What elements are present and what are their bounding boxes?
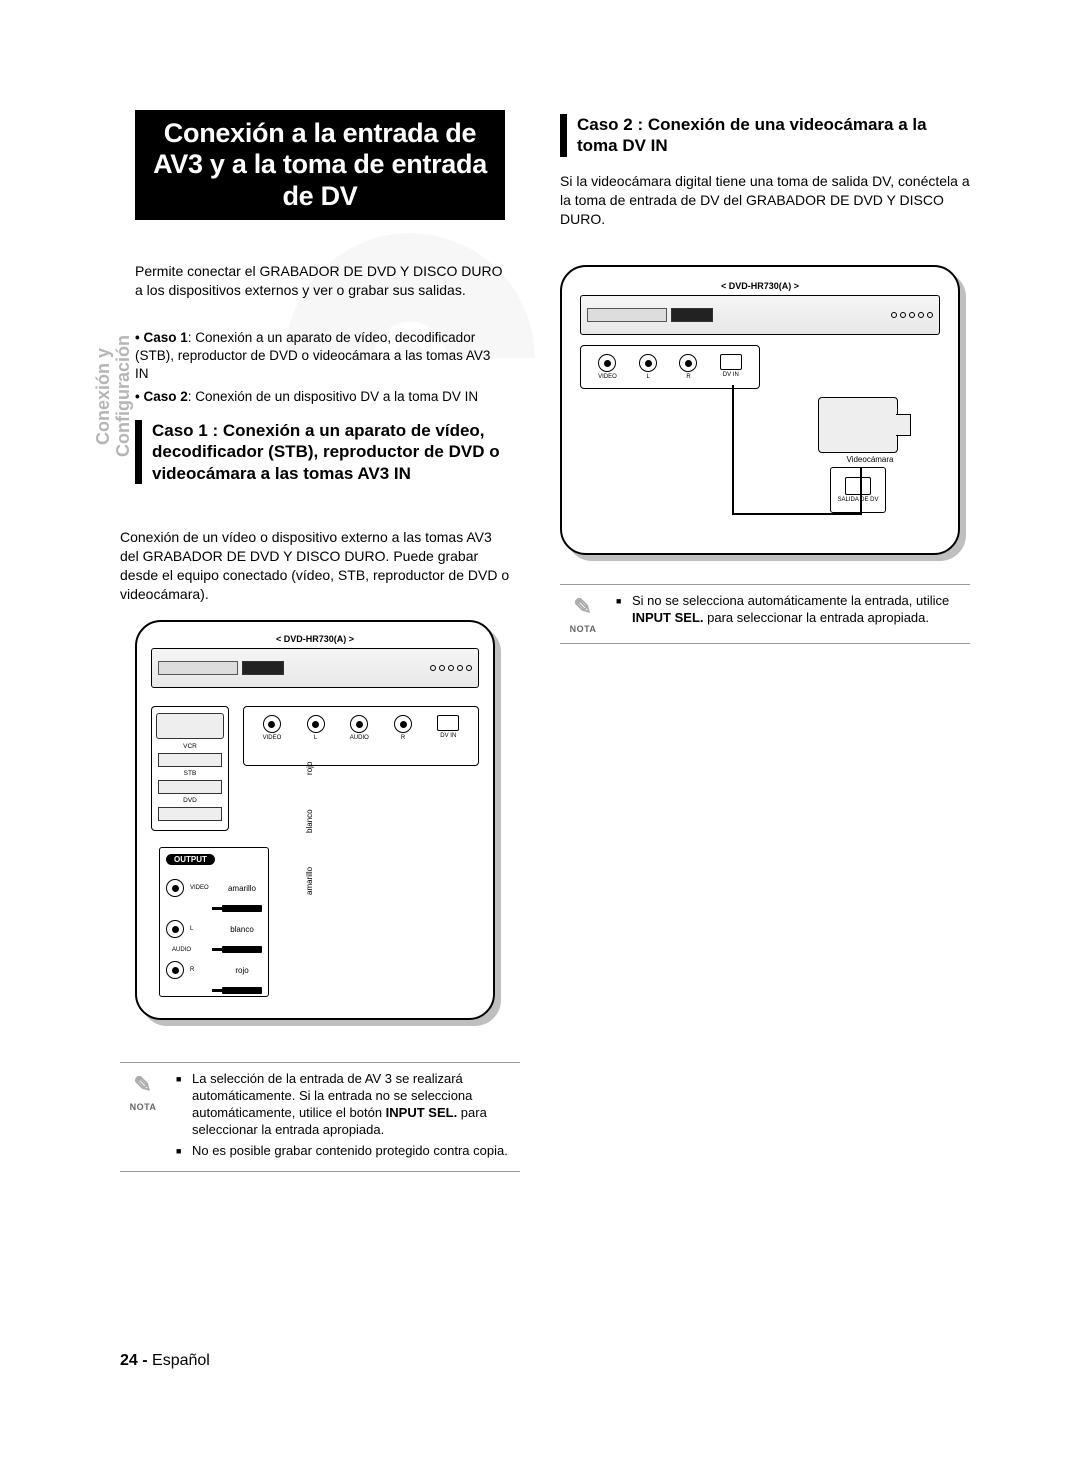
heading-bar — [135, 420, 142, 484]
dv-out-label: SALIDA DE DV — [837, 497, 878, 503]
intro-paragraph: Permite conectar el GRABADOR DE DVD Y DI… — [135, 262, 505, 300]
source-devices: VCR STB DVD — [151, 706, 229, 831]
bullet-text: : Conexión de un dispositivo DV a la tom… — [188, 389, 478, 404]
output-label: R — [190, 967, 194, 973]
cable-line — [732, 513, 862, 515]
model-label: < DVD-HR730(A) > — [580, 281, 940, 291]
note-label: NOTA — [130, 1102, 157, 1112]
page-title: Conexión a la entrada de AV3 y a la toma… — [135, 110, 505, 220]
note-block: ✎ NOTA Si no se selecciona automáticamen… — [560, 584, 970, 644]
jack-label: VIDEO — [263, 735, 282, 741]
dv-jack-panel: VIDEO L R DV IN — [580, 345, 760, 389]
dvd-recorder-icon — [151, 648, 479, 688]
jack-label: L — [646, 374, 649, 380]
camcorder-label: Videocámara — [830, 455, 910, 464]
case2-body: Si la videocámara digital tiene una toma… — [560, 172, 970, 229]
jack-label: L — [314, 735, 317, 741]
note-icon: ✎ NOTA — [560, 593, 606, 635]
note-label: NOTA — [570, 624, 597, 634]
cable-color: amarillo — [222, 884, 262, 893]
page-language: Español — [152, 1352, 210, 1369]
cable-line — [860, 467, 862, 515]
device-label: DVD — [156, 797, 224, 804]
page-number: 24 - — [120, 1352, 148, 1369]
cable-color: rojo — [305, 762, 314, 775]
note-block: ✎ NOTA La selección de la entrada de AV … — [120, 1062, 520, 1172]
device-label: STB — [156, 770, 224, 777]
jack-label: VIDEO — [598, 374, 617, 380]
case2-heading: Caso 2 : Conexión de una videocámara a l… — [560, 114, 970, 157]
bullet-label: • Caso 2 — [135, 389, 188, 404]
bullet-label: • Caso 1 — [135, 330, 188, 345]
camcorder-icon — [156, 713, 224, 739]
jack-label: DV IN — [440, 733, 456, 739]
cable-color: blanco — [305, 809, 314, 833]
cable-color: amarillo — [305, 867, 314, 895]
pencil-icon: ✎ — [560, 593, 606, 622]
manual-page: Conexión yConfiguración Conexión a la en… — [100, 110, 980, 1370]
av3-jack-panel: VIDEO L AUDIO R DV IN — [243, 706, 479, 766]
note-icon: ✎ NOTA — [120, 1071, 166, 1163]
output-label: AUDIO — [172, 947, 191, 953]
camcorder-icon — [818, 397, 898, 453]
heading-text: Caso 2 : Conexión de una videocámara a l… — [577, 114, 970, 157]
output-panel: OUTPUT VIDEO amarillo L blanco AUDIO — [159, 847, 269, 997]
pencil-icon: ✎ — [120, 1071, 166, 1100]
jack-label: R — [686, 374, 690, 380]
jack-label: DV IN — [723, 372, 739, 378]
output-header: OUTPUT — [166, 854, 215, 865]
dv-output-panel: SALIDA DE DV — [830, 467, 886, 513]
output-label: L — [190, 926, 193, 932]
note-item: No es posible grabar contenido protegido… — [190, 1143, 520, 1160]
heading-bar — [560, 114, 567, 157]
connection-diagram-av3: < DVD-HR730(A) > VCR STB DVD VIDEO L — [135, 620, 495, 1020]
case-summary-list: • Caso 1: Conexión a un aparato de vídeo… — [135, 329, 505, 410]
heading-text: Caso 1 : Conexión a un aparato de vídeo,… — [152, 420, 505, 484]
cable-color: rojo — [222, 966, 262, 975]
cable-color-labels-vertical: amarillo blanco rojo — [305, 762, 314, 895]
case1-body: Conexión de un vídeo o dispositivo exter… — [120, 528, 510, 604]
bullet-text: : Conexión a un aparato de vídeo, decodi… — [135, 330, 490, 381]
note-item: La selección de la entrada de AV 3 se re… — [190, 1071, 520, 1139]
connection-diagram-dv: < DVD-HR730(A) > VIDEO L R DV IN Videocá… — [560, 265, 960, 555]
note-list: La selección de la entrada de AV 3 se re… — [176, 1071, 520, 1163]
output-label: VIDEO — [190, 885, 209, 891]
cable-color: blanco — [222, 925, 262, 934]
device-label: VCR — [156, 743, 224, 750]
note-list: Si no se selecciona automáticamente la e… — [616, 593, 970, 635]
jack-label: AUDIO — [350, 735, 369, 741]
section-tab: Conexión yConfiguración — [94, 335, 134, 457]
page-footer: 24 - Español — [120, 1352, 210, 1370]
cable-line — [732, 385, 734, 515]
jack-label: R — [401, 735, 405, 741]
case1-heading: Caso 1 : Conexión a un aparato de vídeo,… — [135, 420, 505, 484]
model-label: < DVD-HR730(A) > — [151, 634, 479, 644]
note-item: Si no se selecciona automáticamente la e… — [630, 593, 970, 627]
dvd-recorder-icon — [580, 295, 940, 335]
